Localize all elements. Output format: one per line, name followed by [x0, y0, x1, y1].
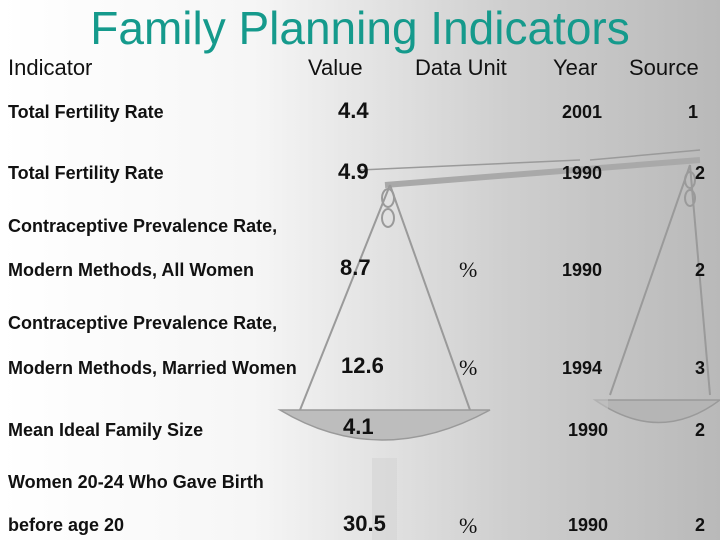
row-4-source: 3: [695, 358, 706, 378]
row-1-source: 1: [688, 102, 699, 122]
header-year: Year: [553, 55, 598, 80]
row-3-unit: %: [459, 257, 478, 282]
row-6-value: 30.5: [343, 511, 386, 536]
row-6-source: 2: [695, 515, 706, 535]
row-3-value: 8.7: [340, 255, 371, 280]
row-2-value: 4.9: [338, 159, 369, 184]
row-4-year: 1994: [562, 358, 603, 378]
row-6-indicator-line1: Women 20-24 Who Gave Birth: [8, 472, 264, 492]
row-3-source: 2: [695, 260, 706, 280]
row-5-indicator: Mean Ideal Family Size: [8, 420, 204, 440]
slide-title: Family Planning Indicators: [90, 2, 630, 54]
row-1-indicator: Total Fertility Rate: [8, 102, 164, 122]
row-2-year: 1990: [562, 163, 603, 183]
header-source: Source: [629, 55, 699, 80]
row-4-unit: %: [459, 355, 478, 380]
row-6-year: 1990: [568, 515, 609, 535]
row-3-indicator-line2: Modern Methods, All Women: [8, 260, 254, 280]
row-3-year: 1990: [562, 260, 603, 280]
header-data-unit: Data Unit: [415, 55, 507, 80]
row-2-source: 2: [695, 163, 706, 183]
row-1-value: 4.4: [338, 98, 369, 123]
row-4-value: 12.6: [341, 353, 384, 378]
row-4-indicator-line2: Modern Methods, Married Women: [8, 358, 297, 378]
row-3-indicator-line1: Contraceptive Prevalence Rate,: [8, 216, 278, 236]
row-1-year: 2001: [562, 102, 603, 122]
row-5-source: 2: [695, 420, 706, 440]
row-2-indicator: Total Fertility Rate: [8, 163, 164, 183]
row-5-value: 4.1: [343, 414, 374, 439]
row-6-indicator-line2: before age 20: [8, 515, 125, 535]
row-4-indicator-line1: Contraceptive Prevalence Rate,: [8, 313, 278, 333]
row-5-year: 1990: [568, 420, 609, 440]
header-value: Value: [308, 55, 363, 80]
row-6-unit: %: [459, 513, 478, 538]
header-indicator: Indicator: [8, 55, 93, 80]
